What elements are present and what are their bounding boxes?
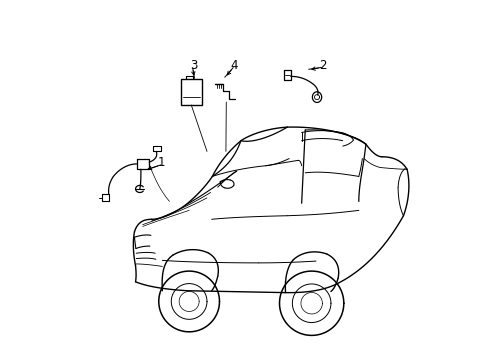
Text: 3: 3 <box>190 59 197 72</box>
Bar <box>181 79 201 105</box>
Text: 1: 1 <box>158 156 165 169</box>
Text: 4: 4 <box>230 59 238 72</box>
Text: 2: 2 <box>319 59 326 72</box>
